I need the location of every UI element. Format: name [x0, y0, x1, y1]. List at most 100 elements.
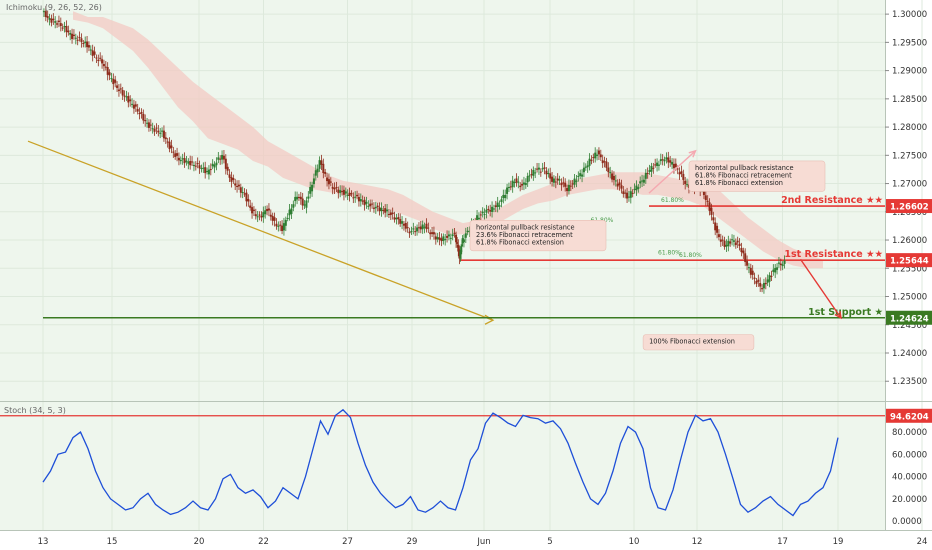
price-tick-label: 1.25500 — [892, 264, 927, 274]
candle-body — [204, 167, 207, 174]
candle-body — [320, 160, 323, 165]
resistance_1-label: 1st Resistance ★★ — [784, 249, 883, 260]
candle-body — [183, 158, 186, 164]
candle-body — [281, 225, 284, 231]
candle-body — [337, 189, 340, 193]
candle-body — [82, 43, 85, 45]
candle-body — [404, 222, 407, 229]
cloud-area — [73, 11, 823, 269]
stoch-series-group — [0, 408, 885, 517]
candle-body — [172, 151, 175, 153]
time-tick-label: 10 — [629, 537, 640, 547]
time-tick-label: Jun — [476, 537, 490, 547]
candle-body — [597, 150, 600, 155]
candle-body — [222, 155, 225, 160]
candle-body — [221, 154, 224, 160]
candle-body — [271, 215, 274, 221]
candle-body — [59, 23, 62, 27]
resistance_1-badge — [886, 253, 932, 268]
candle-body — [453, 232, 456, 234]
candle-body — [110, 78, 113, 80]
candle-body — [526, 176, 529, 183]
annotation: 100% Fibonacci extension — [642, 334, 755, 351]
candle-body — [446, 235, 449, 238]
candle-body — [537, 167, 540, 170]
candle-body — [54, 21, 57, 23]
candle-body — [723, 240, 726, 247]
candle-body — [406, 227, 409, 229]
time-tick-label: 24 — [917, 537, 928, 547]
price-tick-label: 1.27500 — [892, 151, 927, 161]
candle-body — [521, 183, 524, 186]
candle-body — [57, 20, 60, 22]
candle-body — [76, 39, 79, 41]
candle-body — [457, 244, 460, 252]
candle-body — [226, 166, 229, 171]
candle-body — [417, 227, 420, 229]
candle-body — [558, 179, 561, 181]
candle-body — [185, 160, 188, 162]
candle-body — [356, 194, 359, 197]
candle-body — [387, 214, 390, 216]
candle-body — [554, 181, 557, 183]
candle-body — [106, 67, 109, 75]
candle-body — [567, 184, 570, 192]
annotation-box — [642, 334, 755, 351]
fib-label: 61.80% — [658, 250, 681, 257]
candle-body — [207, 169, 210, 175]
candle-body — [312, 178, 315, 185]
candle-body — [275, 223, 278, 227]
candle-body — [303, 204, 306, 206]
candle-body — [104, 66, 107, 68]
candle-body — [324, 171, 327, 174]
candle-body — [196, 163, 199, 165]
candle-body — [52, 18, 55, 21]
candle-body — [339, 190, 342, 193]
candle-body — [601, 160, 604, 164]
candle-body — [549, 173, 552, 179]
candle-body — [279, 224, 282, 226]
candle-body — [149, 124, 152, 126]
candle-body — [371, 203, 374, 205]
candle-body — [200, 168, 203, 170]
candle-body — [776, 267, 779, 270]
candle-body — [436, 237, 439, 240]
candle-body — [762, 282, 765, 289]
candle-body — [618, 182, 621, 186]
candle-body — [757, 279, 760, 282]
candle-body — [564, 182, 567, 187]
candle-body — [669, 160, 672, 163]
candle-body — [249, 205, 252, 208]
candle-body — [326, 177, 329, 182]
candle-body — [301, 198, 304, 206]
candle-body — [395, 217, 398, 220]
annotation-text: horizontal pullback resistance — [476, 223, 575, 231]
price-tick-label: 1.23500 — [892, 377, 927, 387]
arrows-group — [648, 149, 842, 320]
candle-body — [243, 193, 246, 195]
candle-body — [479, 214, 482, 216]
candle-body — [654, 164, 657, 166]
candle-body — [125, 96, 128, 98]
candle-body — [65, 25, 68, 33]
candle-body — [121, 90, 124, 96]
resistance_2-value: 1.26602 — [890, 203, 929, 213]
candle-body — [359, 199, 362, 202]
candle-body — [378, 207, 381, 212]
candle-body — [442, 236, 445, 241]
candle-body — [350, 193, 353, 195]
candle-body — [532, 170, 535, 176]
candle-body — [288, 209, 291, 216]
candle-body — [46, 16, 49, 18]
candle-body — [541, 168, 544, 170]
candle-body — [596, 154, 599, 156]
price-tick-label: 1.25000 — [892, 293, 927, 303]
candle-body — [592, 157, 595, 159]
candle-body — [86, 41, 89, 48]
candle-body — [297, 197, 300, 199]
candle-body — [545, 170, 548, 175]
price-tick-label: 1.30000 — [892, 10, 927, 20]
time-tick-label: 20 — [194, 537, 205, 547]
candle-body — [89, 49, 92, 51]
candle-body — [534, 172, 537, 174]
